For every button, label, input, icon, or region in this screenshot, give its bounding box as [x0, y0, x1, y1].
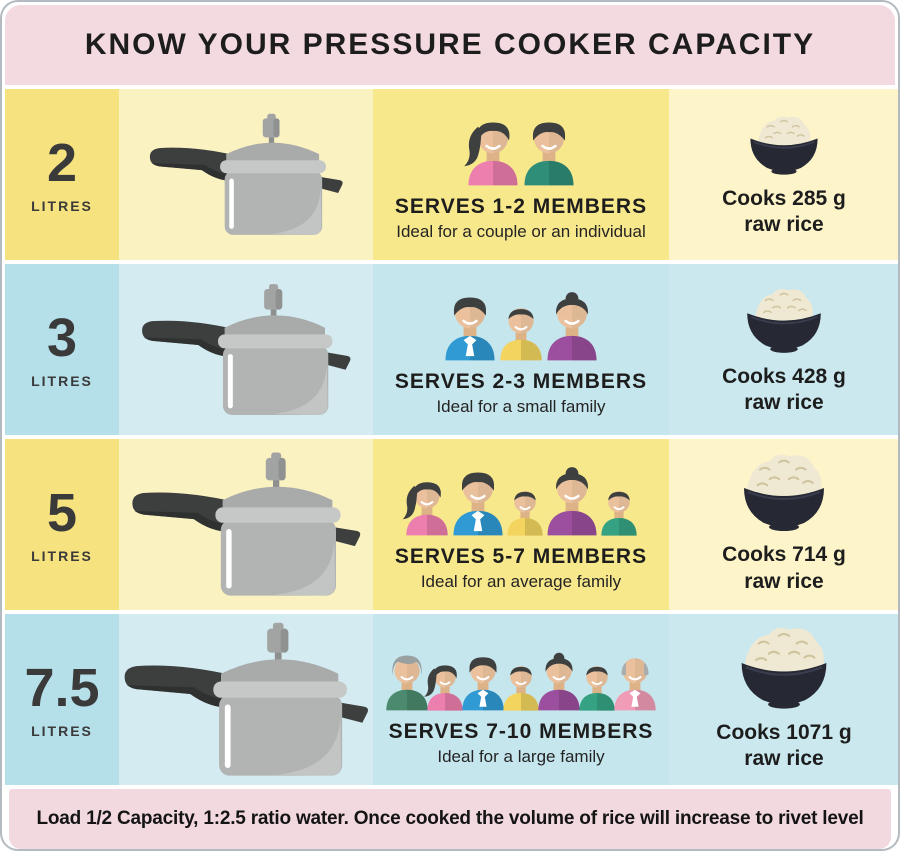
cooks-line2: raw rice	[744, 746, 824, 770]
capacity-rows: 2 LITRES SERVES 1-2 MEMBERS Ideal for a …	[4, 89, 898, 785]
capacity-value: 3	[46, 307, 78, 368]
capacity-unit: LITRES	[31, 197, 93, 214]
person-icon	[424, 665, 463, 711]
serves-cell: SERVES 5-7 MEMBERS Ideal for an average …	[373, 439, 669, 610]
serves-title: SERVES 1-2 MEMBERS	[394, 194, 648, 218]
rice-cell: Cooks 285 g raw rice	[669, 89, 898, 260]
cooker-cell	[119, 264, 373, 435]
capacity-value: 2	[46, 132, 78, 193]
rice-cell: Cooks 428 g raw rice	[669, 264, 898, 435]
serves-title: SERVES 7-10 MEMBERS	[388, 719, 654, 743]
capacity-cell: 7.5 LITRES	[5, 614, 119, 785]
person-icon	[524, 122, 574, 186]
serves-title: SERVES 2-3 MEMBERS	[394, 369, 648, 393]
rice-bowl-icon	[747, 289, 821, 354]
capacity-cell: 3 LITRES	[5, 264, 119, 435]
serves-subtitle: Ideal for a large family	[437, 746, 605, 766]
family-group-icon	[442, 283, 600, 361]
footer-bar: Load 1/2 Capacity, 1:2.5 ratio water. On…	[9, 789, 891, 849]
capacity-unit: LITRES	[31, 722, 93, 739]
capacity-value: 5	[46, 482, 78, 543]
rice-cell: Cooks 714 g raw rice	[669, 439, 898, 610]
cooks-text: Cooks 285 g raw rice	[722, 186, 846, 239]
capacity-value: 7.5	[24, 657, 100, 718]
cooks-text: Cooks 1071 g raw rice	[716, 720, 851, 773]
capacity-row: 7.5 LITRES SERVES 7-10 MEMBERS Ideal for…	[5, 614, 898, 785]
person-icon	[500, 308, 542, 361]
person-icon	[402, 482, 448, 536]
cooker-cell	[119, 89, 373, 260]
capacity-cell: 5 LITRES	[5, 439, 119, 610]
family-group-icon	[402, 458, 638, 536]
person-icon	[579, 666, 615, 711]
serves-subtitle: Ideal for a couple or an individual	[396, 221, 646, 241]
person-icon	[453, 472, 503, 536]
cooker-cell	[119, 439, 373, 610]
person-icon	[386, 655, 428, 711]
rice-bowl-icon	[744, 455, 824, 532]
page-title: KNOW YOUR PRESSURE COOKER CAPACITY	[84, 28, 816, 61]
serves-cell: SERVES 2-3 MEMBERS Ideal for a small fam…	[373, 264, 669, 435]
capacity-unit: LITRES	[31, 547, 93, 564]
serves-cell: SERVES 1-2 MEMBERS Ideal for a couple or…	[373, 89, 669, 260]
cooks-line2: raw rice	[744, 569, 824, 593]
cooks-line2: raw rice	[744, 391, 824, 415]
cooks-line1: Cooks 428 g	[722, 365, 846, 389]
footer-note: Load 1/2 Capacity, 1:2.5 ratio water. On…	[36, 808, 864, 829]
person-icon	[503, 666, 539, 711]
rice-bowl-icon	[741, 627, 827, 709]
cooks-line1: Cooks 1071 g	[716, 720, 852, 744]
pressure-cooker-icon	[132, 452, 361, 596]
person-icon	[614, 658, 656, 711]
person-icon	[547, 292, 597, 361]
person-icon	[462, 657, 504, 711]
title-bar: KNOW YOUR PRESSURE COOKER CAPACITY	[5, 5, 895, 85]
rice-cell: Cooks 1071 g raw rice	[669, 614, 898, 785]
capacity-row: 2 LITRES SERVES 1-2 MEMBERS Ideal for a …	[5, 89, 898, 260]
cooks-text: Cooks 428 g raw rice	[722, 364, 846, 417]
capacity-row: 5 LITRES SERVES 5-7 MEMBERS Ideal for an…	[5, 439, 898, 610]
serves-subtitle: Ideal for an average family	[420, 571, 622, 591]
family-group-icon	[386, 633, 656, 711]
rice-bowl-icon	[750, 116, 818, 176]
pressure-cooker-icon	[142, 283, 351, 415]
pressure-cooker-icon	[149, 113, 343, 235]
serves-cell: SERVES 7-10 MEMBERS Ideal for a large fa…	[373, 614, 669, 785]
cooks-line1: Cooks 285 g	[722, 187, 846, 210]
cooks-line1: Cooks 714 g	[722, 543, 846, 567]
cooks-text: Cooks 714 g raw rice	[722, 542, 846, 595]
person-icon	[601, 491, 637, 536]
person-icon	[538, 652, 580, 711]
serves-title: SERVES 5-7 MEMBERS	[394, 544, 648, 568]
person-icon	[507, 491, 543, 536]
capacity-cell: 2 LITRES	[5, 89, 119, 260]
family-group-icon	[464, 108, 577, 186]
capacity-row: 3 LITRES SERVES 2-3 MEMBERS Ideal for a …	[5, 264, 898, 435]
cooker-cell	[119, 614, 373, 785]
person-icon	[464, 122, 518, 186]
serves-subtitle: Ideal for a small family	[436, 396, 606, 416]
person-icon	[445, 297, 495, 361]
capacity-unit: LITRES	[31, 372, 93, 389]
pressure-cooker-icon	[124, 622, 369, 776]
cooks-line2: raw rice	[744, 213, 824, 237]
person-icon	[547, 467, 597, 536]
